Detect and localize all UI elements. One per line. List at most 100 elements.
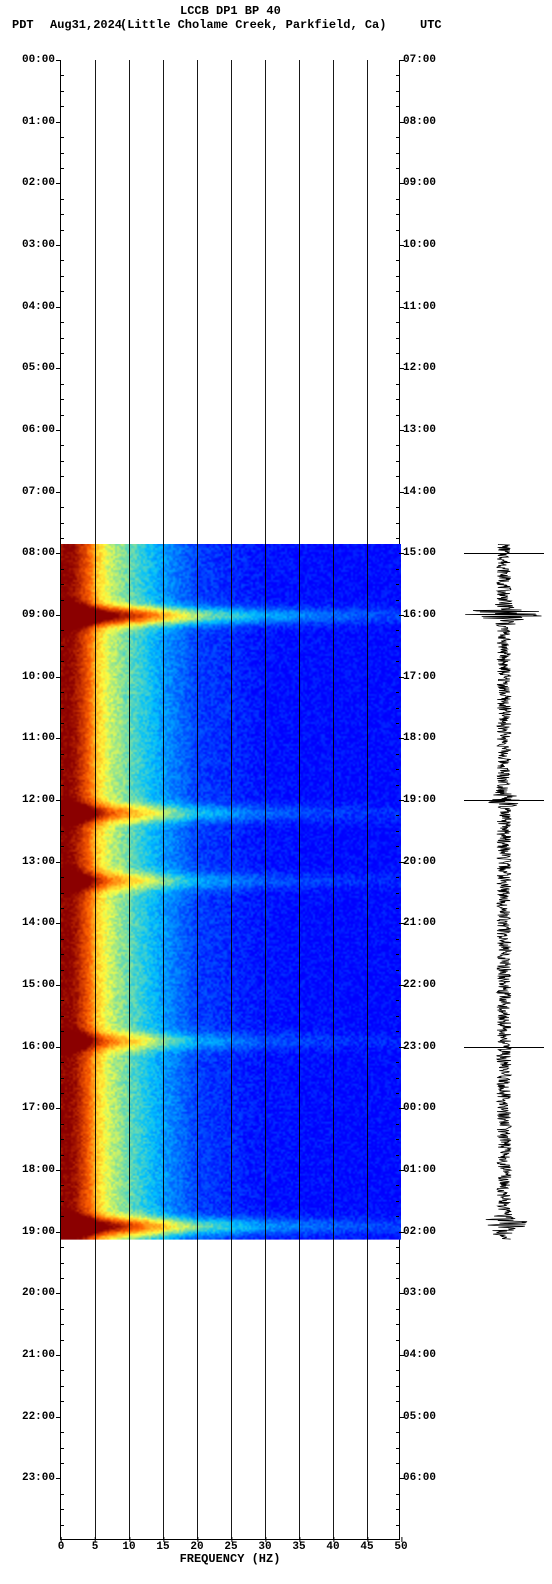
waveform-hour-tick [464,553,544,554]
y-minor-tick [61,1201,64,1202]
y-minor-tick [61,1432,64,1433]
y-minor-tick [396,1309,399,1310]
x-gridline [163,60,164,1539]
y-right-label: 15:00 [403,547,447,559]
y-minor-tick [61,353,64,354]
y-minor-tick [396,507,399,508]
y-minor-tick [61,569,64,570]
header-date: Aug31,2024 [50,18,122,32]
y-minor-tick [396,137,399,138]
y-right-label: 20:00 [403,856,447,868]
y-minor-tick [396,476,399,477]
y-minor-tick [396,970,399,971]
y-minor-tick [61,1263,64,1264]
y-left-label: 14:00 [11,917,55,929]
y-left-label: 17:00 [11,1102,55,1114]
y-left-label: 19:00 [11,1226,55,1238]
y-minor-tick [396,1463,399,1464]
y-minor-tick [61,461,64,462]
y-minor-tick [61,476,64,477]
y-minor-tick [61,708,64,709]
y-left-label: 05:00 [11,362,55,374]
y-minor-tick [61,815,64,816]
y-minor-tick [396,1386,399,1387]
y-minor-tick [396,168,399,169]
y-left-tick [56,1478,61,1479]
y-minor-tick [396,338,399,339]
y-left-label: 11:00 [11,732,55,744]
y-left-tick [56,800,61,801]
y-minor-tick [61,538,64,539]
y-minor-tick [396,291,399,292]
y-minor-tick [396,692,399,693]
y-left-label: 08:00 [11,547,55,559]
y-minor-tick [61,1386,64,1387]
y-left-label: 15:00 [11,979,55,991]
y-left-tick [56,183,61,184]
y-left-tick [56,923,61,924]
y-minor-tick [396,1509,399,1510]
y-minor-tick [396,538,399,539]
y-left-tick [56,368,61,369]
y-minor-tick [61,384,64,385]
y-minor-tick [61,1155,64,1156]
y-minor-tick [396,1401,399,1402]
y-minor-tick [396,831,399,832]
y-minor-tick [61,1216,64,1217]
y-minor-tick [396,75,399,76]
y-minor-tick [396,1247,399,1248]
y-right-label: 03:00 [403,1287,447,1299]
y-left-tick [56,1232,61,1233]
y-minor-tick [396,769,399,770]
y-minor-tick [396,1201,399,1202]
y-minor-tick [61,445,64,446]
y-minor-tick [61,1247,64,1248]
y-minor-tick [396,1031,399,1032]
y-left-tick [56,553,61,554]
y-left-tick [56,492,61,493]
waveform-hour-tick [464,800,544,801]
y-left-tick [56,245,61,246]
x-gridline [231,60,232,1539]
y-minor-tick [61,338,64,339]
x-gridline [129,60,130,1539]
y-minor-tick [396,1000,399,1001]
y-minor-tick [61,785,64,786]
y-left-label: 07:00 [11,486,55,498]
y-right-label: 05:00 [403,1411,447,1423]
y-minor-tick [61,1494,64,1495]
y-right-label: 04:00 [403,1349,447,1361]
y-right-label: 01:00 [403,1164,447,1176]
y-minor-tick [396,1016,399,1017]
y-right-label: 18:00 [403,732,447,744]
y-left-label: 22:00 [11,1411,55,1423]
y-minor-tick [61,908,64,909]
y-left-label: 21:00 [11,1349,55,1361]
y-minor-tick [61,399,64,400]
y-left-label: 23:00 [11,1472,55,1484]
x-gridline [197,60,198,1539]
y-minor-tick [61,523,64,524]
y-minor-tick [61,276,64,277]
y-minor-tick [61,322,64,323]
y-left-tick [56,430,61,431]
y-minor-tick [61,1370,64,1371]
y-minor-tick [396,661,399,662]
y-minor-tick [61,1185,64,1186]
spectrogram-plot: 0510152025303540455000:0007:0001:0008:00… [60,60,400,1540]
y-minor-tick [396,1124,399,1125]
y-right-label: 00:00 [403,1102,447,1114]
y-left-tick [56,738,61,739]
y-minor-tick [396,399,399,400]
y-right-label: 13:00 [403,424,447,436]
y-right-label: 07:00 [403,54,447,66]
y-minor-tick [396,584,399,585]
y-minor-tick [61,1031,64,1032]
y-minor-tick [61,168,64,169]
y-right-label: 02:00 [403,1226,447,1238]
y-left-label: 20:00 [11,1287,55,1299]
y-minor-tick [396,1278,399,1279]
y-minor-tick [396,1432,399,1433]
y-left-label: 06:00 [11,424,55,436]
y-minor-tick [396,1216,399,1217]
